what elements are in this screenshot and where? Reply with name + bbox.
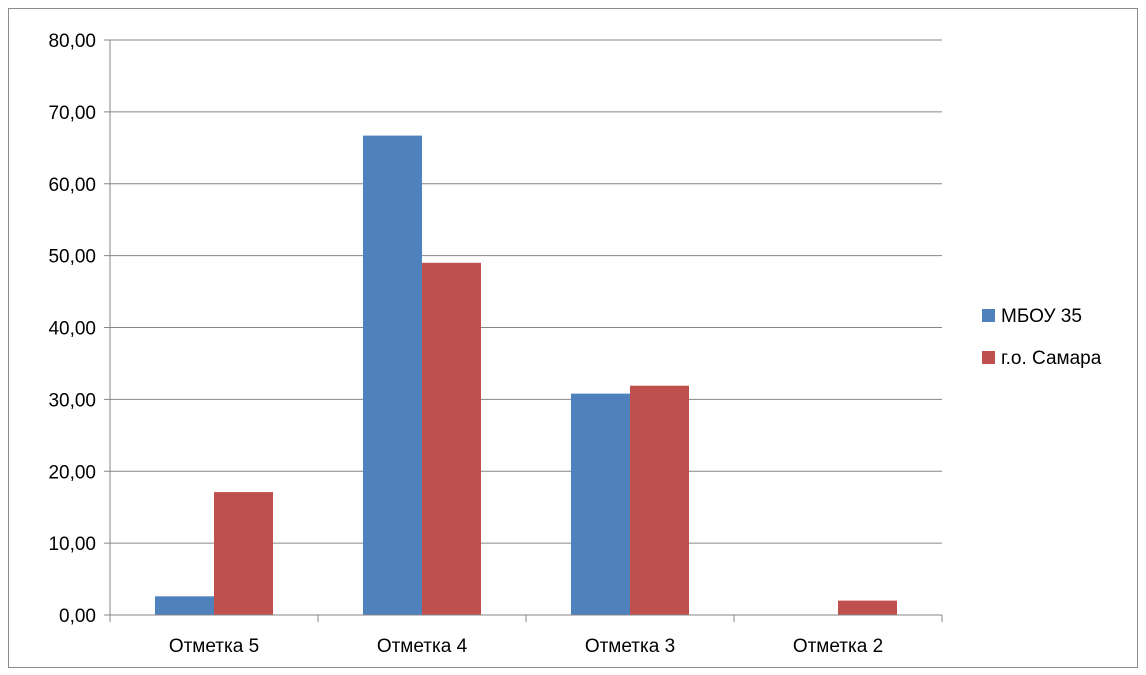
y-axis-tick-labels: 0,00 10,00 20,00 30,00 40,00 50,00 60,00 70,00 8… [48,31,96,627]
y-tick-label: 60,00 [48,175,96,196]
bar-series-2 [422,262,481,615]
legend-label: г.о. Самара [1001,348,1102,369]
bars [155,135,897,615]
bar-series-1 [155,596,214,615]
legend-label: МБОУ 35 [1001,306,1082,327]
legend-swatch [982,309,995,322]
x-tick-label: Отметка 4 [377,636,468,657]
y-tick-label: 30,00 [48,390,96,411]
bar-series-1 [363,135,422,615]
bar-series-2 [630,385,689,615]
legend-swatch [982,351,995,364]
x-tick-label: Отметка 5 [169,636,259,657]
bar-series-1 [571,393,630,615]
y-tick-label: 80,00 [48,31,96,52]
x-tick-label: Отметка 2 [793,636,883,657]
y-tick-label: 0,00 [59,606,96,627]
gridlines [110,39,942,544]
y-tick-label: 40,00 [48,319,96,340]
bar-series-2 [214,492,273,615]
legend: МБОУ 35 г.о. Самара [982,306,1102,369]
bar-series-2 [838,600,897,615]
axes [104,39,943,622]
x-axis-tick-labels: Отметка 5 Отметка 4 Отметка 3 Отметка 2 [169,636,883,657]
x-tick-label: Отметка 3 [585,636,675,657]
y-tick-label: 70,00 [48,103,96,124]
y-tick-label: 10,00 [48,534,96,555]
y-tick-label: 50,00 [48,247,96,268]
y-tick-label: 20,00 [48,462,96,483]
